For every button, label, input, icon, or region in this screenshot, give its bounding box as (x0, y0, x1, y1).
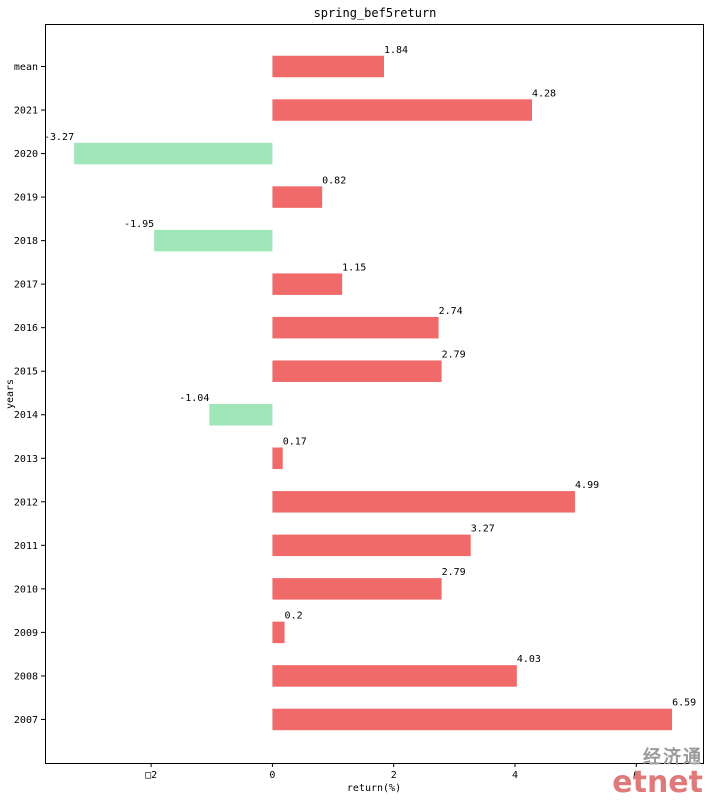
value-label-2014: -1.04 (179, 393, 209, 404)
bar-2019 (272, 186, 323, 208)
y-tick-label-2013: 2013 (14, 454, 38, 465)
x-tick-label-6: 6 (633, 770, 639, 781)
value-label-2007: 6.59 (672, 698, 696, 709)
value-label-2010: 2.79 (442, 567, 466, 578)
x-tick-label-2: 2 (391, 770, 397, 781)
y-tick-label-2016: 2016 (14, 323, 38, 334)
y-tick-label-2012: 2012 (14, 497, 38, 508)
bar-2021 (272, 99, 532, 121)
x-axis-label: return(%) (347, 783, 401, 794)
value-label-2013: 0.17 (283, 437, 307, 448)
value-labels-group: 1.84 4.28 -3.27 0.82 -1.95 1.15 2.74 2.79 -1.04 0… (44, 45, 696, 709)
x-tick-label-0: 0 (269, 770, 275, 781)
y-ticks-group: mean 2021 2020 2019 2018 2017 2016 2015 2014 2013… (14, 62, 45, 726)
bar-2012 (272, 491, 576, 513)
y-tick-label-mean: mean (14, 62, 38, 73)
bar-2015 (272, 360, 442, 382)
watermark-cn: 经济通 (643, 747, 703, 768)
value-label-2012: 4.99 (575, 480, 599, 491)
bar-2018 (154, 229, 273, 252)
value-label-2011: 3.27 (471, 524, 495, 535)
bar-2010 (272, 578, 442, 600)
y-tick-label-2008: 2008 (14, 671, 38, 682)
value-label-2016: 2.74 (439, 306, 463, 317)
bar-2020 (74, 142, 273, 165)
y-tick-label-2018: 2018 (14, 236, 38, 247)
y-tick-label-2019: 2019 (14, 193, 38, 204)
y-tick-label-2007: 2007 (14, 715, 38, 726)
value-label-2009: 0.2 (285, 611, 303, 622)
value-label-2008: 4.03 (517, 654, 541, 665)
value-label-2018: -1.95 (124, 219, 154, 230)
x-ticks-group: □2 0 2 4 6 (145, 763, 639, 781)
bar-2007 (272, 708, 673, 731)
y-tick-label-2010: 2010 (14, 584, 38, 595)
y-tick-label-2020: 2020 (14, 149, 38, 160)
value-label-mean: 1.84 (384, 45, 408, 56)
bar-mean (272, 55, 385, 78)
bar-2009 (272, 621, 285, 644)
watermark-en: etnet (612, 765, 703, 800)
y-tick-label-2014: 2014 (14, 410, 38, 421)
bar-2017 (272, 273, 343, 295)
value-label-2017: 1.15 (342, 262, 366, 273)
y-tick-label-2021: 2021 (14, 106, 38, 117)
y-axis-label: years (5, 379, 16, 409)
y-tick-label-2009: 2009 (14, 628, 38, 639)
chart-title: spring_bef5return (314, 6, 437, 20)
x-tick-label--2: □2 (145, 770, 157, 781)
y-tick-label-2011: 2011 (14, 541, 38, 552)
value-label-2020: -3.27 (44, 132, 74, 143)
bar-2016 (272, 316, 439, 339)
bar-2011 (272, 534, 471, 557)
bar-2008 (272, 665, 517, 687)
etnet-watermark: 经济通 etnet (612, 743, 703, 800)
y-tick-label-2017: 2017 (14, 280, 38, 291)
y-tick-label-2015: 2015 (14, 367, 38, 378)
bar-2014 (209, 403, 273, 426)
x-tick-label-4: 4 (512, 770, 518, 781)
value-label-2021: 4.28 (532, 88, 556, 99)
plot-frame (45, 24, 704, 764)
bar-2013 (272, 447, 283, 470)
bars-group (74, 55, 673, 731)
value-label-2015: 2.79 (442, 349, 466, 360)
value-label-2019: 0.82 (322, 175, 346, 186)
